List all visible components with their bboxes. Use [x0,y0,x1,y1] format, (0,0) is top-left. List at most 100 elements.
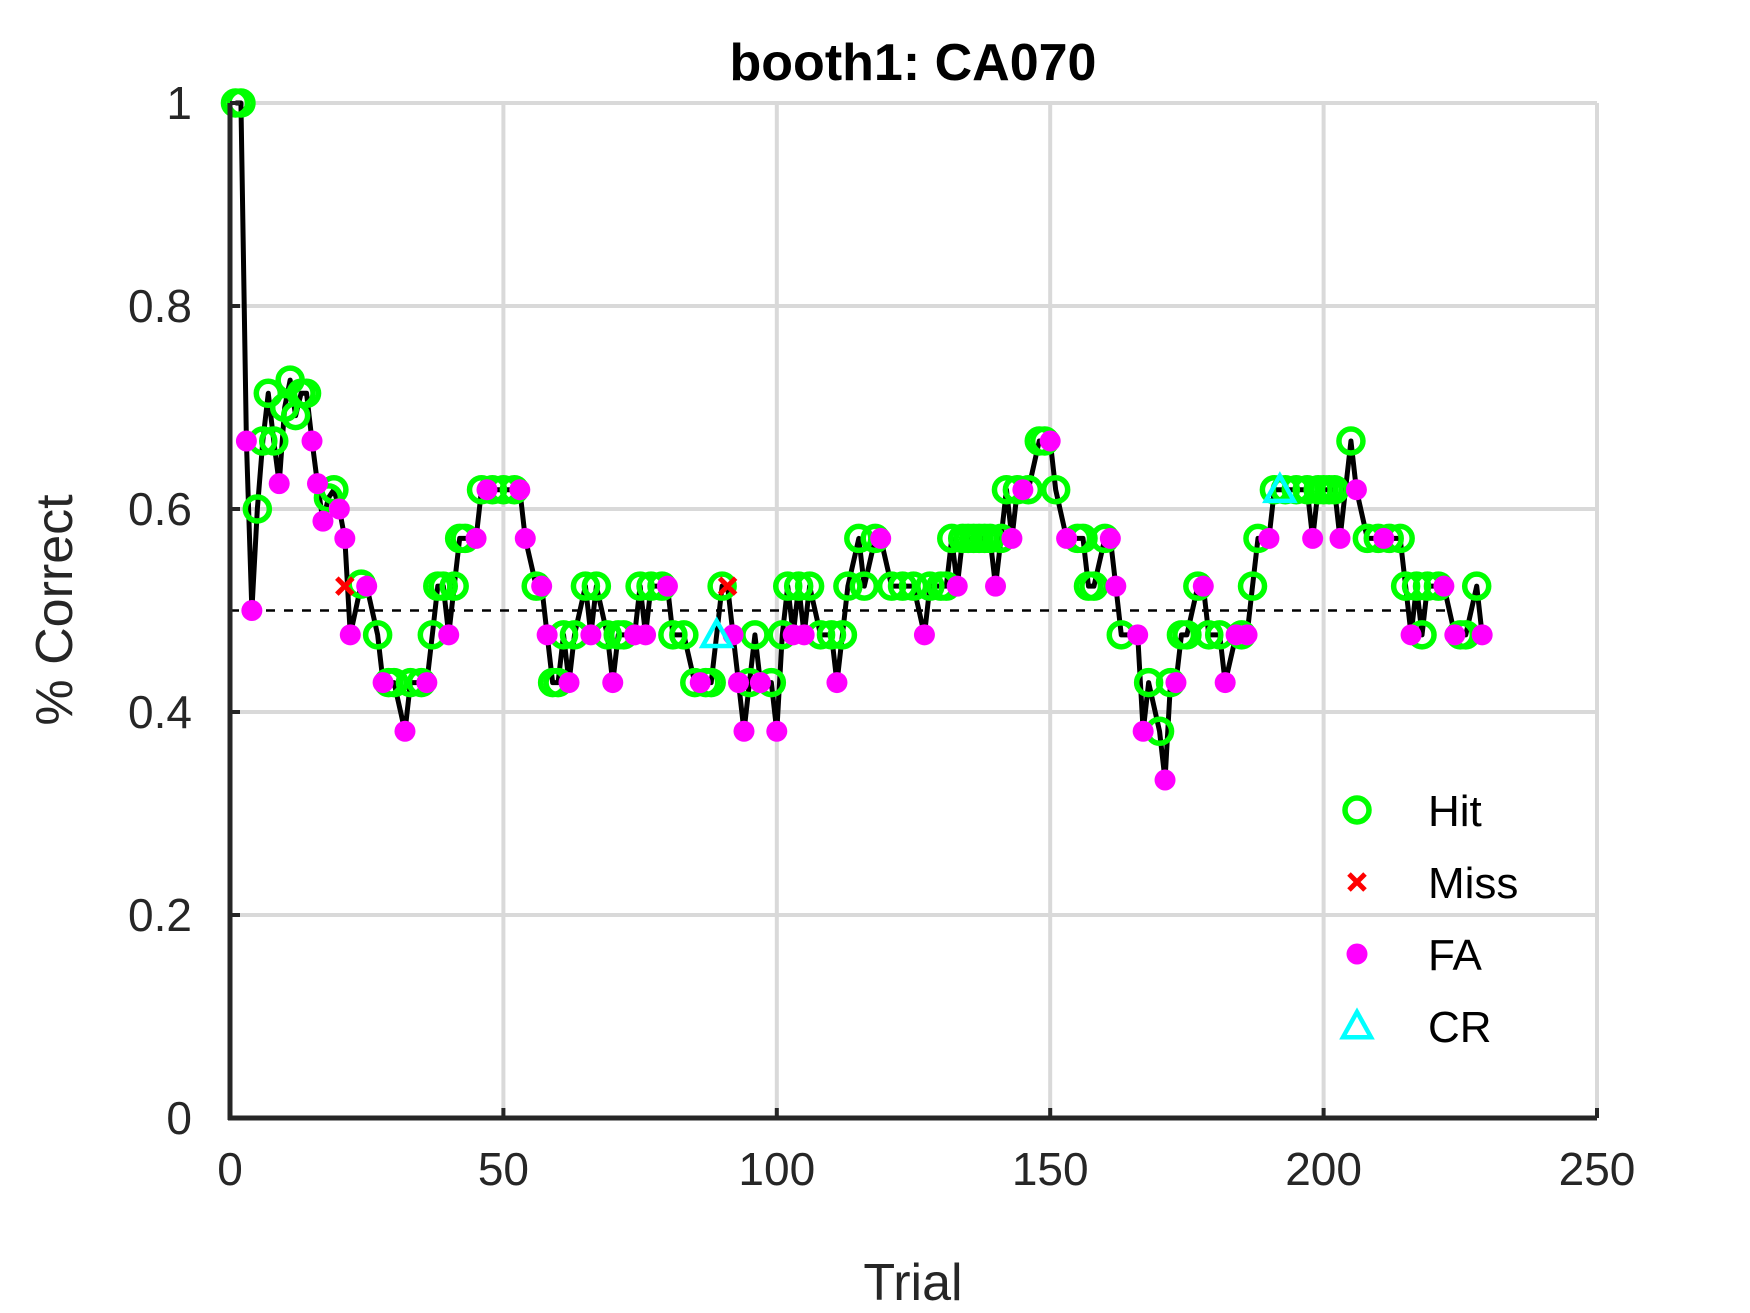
point-fa-58 [1400,624,1422,646]
markers [220,88,1493,791]
point-fa-28 [728,672,750,694]
series-fa [235,430,1493,791]
point-fa-39 [1001,527,1023,549]
point-fa-0 [235,430,257,452]
point-fa-29 [733,720,755,742]
y-tick-label-0: 0 [166,1092,192,1144]
point-hit-14 [362,620,393,650]
point-hit-56 [816,620,847,650]
legend-marker-miss [1347,872,1367,892]
tick-labels: 0 50 100 150 200 250 0 0.2 0.4 0.6 0.8 1 [128,77,1635,1195]
point-hit-58 [833,571,863,601]
y-axis-label: % Correct [26,494,84,726]
point-fa-57 [1373,527,1395,549]
point-fa-38 [985,575,1007,597]
legend-marker-cr [1339,1007,1375,1040]
point-fa-42 [1056,527,1078,549]
point-hit-64 [898,571,929,601]
point-fa-44 [1105,575,1127,597]
point-miss-0 [335,576,355,596]
point-hit-63 [887,571,918,601]
point-fa-24 [635,624,657,646]
point-hit-42 [658,620,688,650]
point-fa-3 [301,430,323,452]
legend: Hit Miss FA CR [1339,787,1518,1052]
point-fa-49 [1192,575,1214,597]
point-fa-16 [509,479,531,501]
y-tick-label-2: 0.4 [128,686,192,738]
point-fa-20 [558,672,580,694]
y-tick-label-5: 1 [166,77,192,129]
point-hit-4 [253,378,284,409]
point-hit-81 [1040,474,1071,505]
legend-marker-miss-b [1347,872,1367,892]
point-fa-21 [580,624,602,646]
x-tick-label-2: 100 [738,1143,815,1195]
point-fa-37 [946,575,968,597]
x-tick-label-1: 50 [478,1143,529,1195]
point-fa-15 [476,479,498,501]
y-tick-label-4: 0.8 [128,280,192,332]
point-fa-48 [1165,672,1187,694]
point-fa-54 [1302,527,1324,549]
point-hit-47 [707,571,737,601]
point-hit-107 [1336,426,1366,456]
point-fa-55 [1329,527,1351,549]
x-tick-label-3: 150 [1012,1143,1089,1195]
point-fa-22 [602,672,624,694]
point-hit-34 [570,571,601,601]
point-cr-0 [698,616,735,649]
point-fa-41 [1039,430,1061,452]
point-fa-35 [870,527,892,549]
point-fa-47 [1154,769,1176,791]
point-fa-40 [1012,479,1034,501]
point-hit-54 [794,571,825,601]
x-tick-label-5: 250 [1559,1143,1636,1195]
legend-item-hit: Hit [1342,787,1482,836]
point-hit-65 [915,571,945,601]
point-fa-6 [328,498,350,520]
point-fa-10 [372,672,394,694]
series-cr [698,471,1298,649]
x-axis-label: Trial [863,1254,962,1312]
point-fa-14 [465,527,487,549]
point-fa-2 [268,473,290,495]
point-fa-13 [438,624,460,646]
point-fa-18 [531,575,553,597]
point-hit-60 [849,571,880,601]
point-fa-50 [1214,672,1236,694]
point-hit-10 [291,378,322,409]
legend-label-miss: Miss [1428,859,1518,908]
point-fa-34 [826,672,848,694]
legend-label-fa: FA [1428,931,1482,980]
legend-marker-fa [1346,943,1368,965]
series-miss [335,576,738,596]
point-fa-5 [312,510,334,532]
point-fa-12 [416,672,438,694]
point-fa-19 [536,624,558,646]
axes [227,101,1599,1121]
point-fa-60 [1444,624,1466,646]
point-hit-53 [783,571,814,601]
point-hit-57 [827,620,858,650]
legend-marker-hit [1342,795,1372,825]
point-fa-25 [656,575,678,597]
point-hit-21 [428,571,459,601]
point-hit-43 [669,620,699,650]
point-fa-61 [1471,624,1493,646]
point-fa-9 [356,575,378,597]
legend-item-miss: Miss [1347,859,1518,908]
legend-item-cr: CR [1339,1003,1492,1052]
point-hit-22 [439,571,469,601]
point-miss-1-b [717,576,738,596]
y-tick-label-1: 0.2 [128,889,192,941]
point-fa-36 [913,624,935,646]
point-hit-35 [581,571,612,601]
point-fa-56 [1345,479,1367,501]
point-fa-52 [1236,624,1258,646]
legend-label-hit: Hit [1428,787,1482,836]
point-hit-5 [258,426,289,456]
point-hit-2 [242,494,273,524]
point-fa-45 [1127,624,1149,646]
